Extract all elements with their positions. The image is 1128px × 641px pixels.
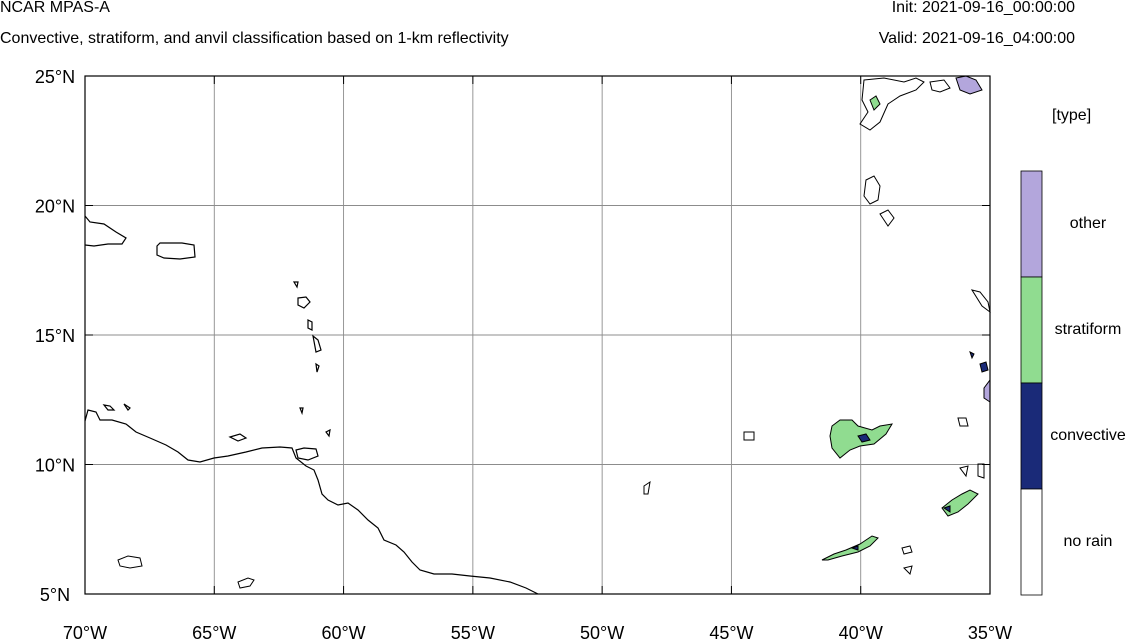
precip-outline xyxy=(237,577,255,589)
legend-colorbar xyxy=(1020,170,1043,596)
precip-outline xyxy=(959,465,969,478)
coastline-bonaire xyxy=(123,403,131,411)
lon-label: 50°W xyxy=(580,623,624,641)
legend-label: convective xyxy=(1050,427,1126,444)
coastline-martinique xyxy=(312,334,322,353)
coastlines xyxy=(84,215,539,595)
precip-outline xyxy=(643,480,651,495)
convective-cell xyxy=(942,505,951,513)
precip-features xyxy=(117,75,991,589)
lon-label: 55°W xyxy=(451,623,495,641)
precip-outline xyxy=(970,289,991,314)
grid-lines xyxy=(85,76,990,594)
lon-label: 45°W xyxy=(709,623,753,641)
map-subtitle: Convective, stratiform, and anvil classi… xyxy=(0,30,509,47)
legend-label: no rain xyxy=(1063,533,1113,550)
coastline-aruba xyxy=(102,404,116,411)
convective-cell xyxy=(850,545,859,551)
axis-ticks xyxy=(84,75,991,595)
legend-swatch xyxy=(1020,488,1043,596)
precip-outline xyxy=(859,77,925,131)
lat-label: 20°N xyxy=(35,197,75,217)
legend-label: other xyxy=(1069,215,1107,232)
precip-outline xyxy=(117,555,143,569)
latitude-labels: 25°N 20°N 15°N 10°N 5°N xyxy=(35,67,75,605)
legend-swatch xyxy=(1020,276,1043,384)
precip-outline xyxy=(863,175,881,205)
lon-label: 35°W xyxy=(968,623,1012,641)
coastline-trinidad xyxy=(295,447,319,461)
convective-cell xyxy=(857,433,871,443)
precip-outline xyxy=(903,565,913,575)
map-title: NCAR MPAS-A xyxy=(0,0,110,16)
coastline-south-america xyxy=(84,409,539,595)
convective-cell xyxy=(969,351,975,360)
precip-outline xyxy=(901,545,913,555)
valid-time: Valid: 2021-09-16_04:00:00 xyxy=(878,30,1075,47)
lon-label: 70°W xyxy=(63,623,107,641)
longitude-labels: 70°W 65°W 60°W 55°W 50°W 45°W 40°W 35°W xyxy=(63,623,1012,641)
legend-label: stratiform xyxy=(1054,321,1122,338)
precip-outline xyxy=(957,417,969,427)
lon-label: 65°W xyxy=(192,623,236,641)
precip-outline xyxy=(743,431,755,441)
lat-label: 25°N xyxy=(35,67,75,87)
lon-label: 40°W xyxy=(839,623,883,641)
other-cell xyxy=(955,75,983,95)
lon-label: 60°W xyxy=(321,623,365,641)
coastline-dominica xyxy=(307,319,313,331)
coastline-barbados xyxy=(325,428,331,438)
coastline-puerto-rico xyxy=(156,242,196,260)
coastline-st-lucia xyxy=(315,362,320,373)
legend-swatch xyxy=(1020,170,1043,278)
convective-cell xyxy=(979,361,989,373)
lat-label: 5°N xyxy=(40,585,70,605)
precip-outline xyxy=(879,209,895,227)
legend-title: [type] xyxy=(1052,107,1092,124)
coastline-hispaniola xyxy=(84,215,127,247)
lat-label: 10°N xyxy=(35,456,75,476)
stratiform-cell xyxy=(941,489,979,517)
precip-outline xyxy=(977,463,985,479)
coastline-small-island xyxy=(228,433,248,442)
coastline-guadeloupe xyxy=(297,296,311,309)
init-time: Init: 2021-09-16_00:00:00 xyxy=(891,0,1075,16)
legend-swatch xyxy=(1020,382,1043,490)
coastline-antigua xyxy=(292,281,299,289)
other-cell xyxy=(983,378,991,403)
lat-label: 15°N xyxy=(35,326,75,346)
coastline-grenada xyxy=(299,407,304,416)
precip-outline xyxy=(929,79,951,93)
stratiform-cell xyxy=(869,95,881,111)
stratiform-cell xyxy=(821,535,879,561)
